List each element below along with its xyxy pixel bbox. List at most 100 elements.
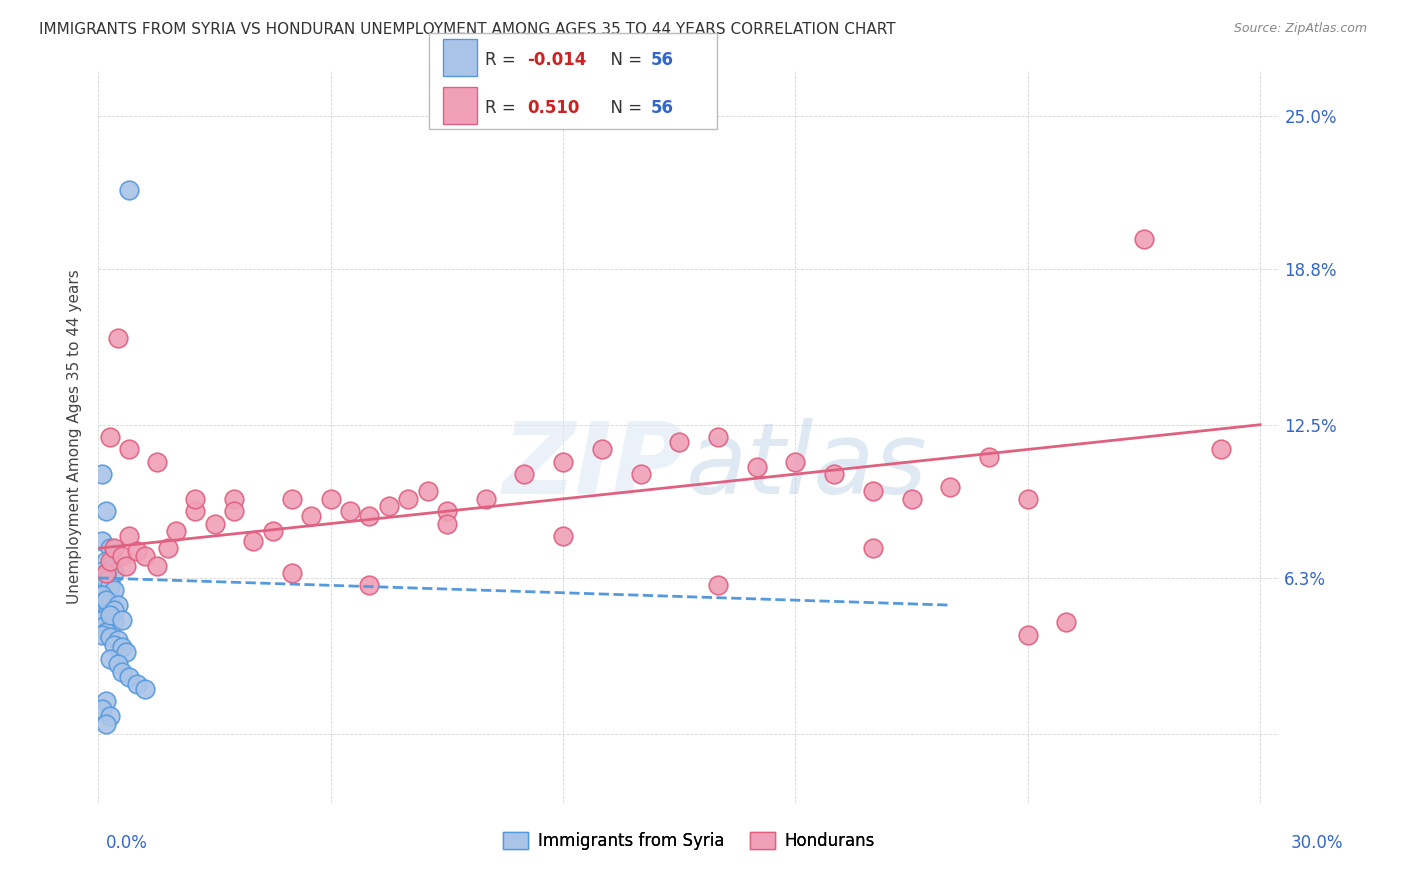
Point [98, 591, 121, 605]
Text: atlas: atlas [686, 417, 928, 515]
Text: 0.510: 0.510 [527, 99, 579, 117]
Point [299, 509, 322, 524]
Text: N =: N = [600, 51, 648, 69]
Point [1017, 628, 1039, 642]
Point [98, 610, 121, 624]
Point [513, 467, 536, 482]
Point [103, 583, 125, 598]
Text: R =: R = [485, 99, 522, 117]
Point [114, 558, 136, 573]
Point [745, 459, 768, 474]
Text: 30.0%: 30.0% [1291, 834, 1343, 852]
Point [165, 524, 187, 538]
Point [91, 606, 114, 620]
Point [118, 670, 141, 684]
Point [262, 524, 284, 538]
Text: N =: N = [600, 99, 648, 117]
Point [96, 716, 118, 731]
Point [551, 455, 574, 469]
Point [96, 593, 118, 607]
Point [96, 603, 118, 617]
Point [111, 613, 134, 627]
Point [107, 598, 129, 612]
Point [96, 566, 118, 580]
Point [98, 554, 121, 568]
Point [103, 638, 125, 652]
Point [862, 541, 884, 556]
Point [939, 479, 962, 493]
Point [127, 543, 149, 558]
Point [98, 630, 121, 644]
Point [204, 516, 226, 531]
Point [319, 491, 342, 506]
Point [96, 618, 118, 632]
Point [474, 491, 496, 506]
Point [91, 702, 114, 716]
Point [134, 549, 156, 563]
Point [118, 442, 141, 457]
Text: IMMIGRANTS FROM SYRIA VS HONDURAN UNEMPLOYMENT AMONG AGES 35 TO 44 YEARS CORRELA: IMMIGRANTS FROM SYRIA VS HONDURAN UNEMPL… [39, 22, 896, 37]
Point [96, 694, 118, 708]
Point [281, 491, 304, 506]
Point [707, 578, 730, 592]
Point [668, 435, 690, 450]
Point [91, 533, 114, 548]
Point [96, 574, 118, 588]
Point [436, 516, 458, 531]
Point [98, 430, 121, 444]
Point [98, 709, 121, 723]
Legend: Immigrants from Syria, Hondurans: Immigrants from Syria, Hondurans [496, 825, 882, 856]
Point [96, 504, 118, 518]
Point [91, 620, 114, 634]
Point [416, 484, 439, 499]
Point [111, 665, 134, 679]
Point [222, 491, 245, 506]
Point [103, 615, 125, 630]
Point [98, 578, 121, 592]
Point [96, 593, 118, 607]
Point [1211, 442, 1233, 457]
Point [134, 682, 156, 697]
Text: Source: ZipAtlas.com: Source: ZipAtlas.com [1233, 22, 1367, 36]
Point [900, 491, 922, 506]
Point [977, 450, 1000, 464]
Point [96, 554, 118, 568]
Point [96, 574, 118, 588]
Point [1133, 232, 1156, 246]
Point [157, 541, 180, 556]
Text: R =: R = [485, 51, 522, 69]
Point [91, 596, 114, 610]
Point [103, 541, 125, 556]
Point [785, 455, 807, 469]
Point [91, 588, 114, 602]
Text: 0.0%: 0.0% [105, 834, 148, 852]
Point [436, 504, 458, 518]
Point [359, 509, 381, 524]
Point [1056, 615, 1078, 630]
Point [111, 640, 134, 654]
Text: -0.014: -0.014 [527, 51, 586, 69]
Point [91, 583, 114, 598]
Point [91, 467, 114, 482]
Point [98, 600, 121, 615]
Point [707, 430, 730, 444]
Text: ZIP: ZIP [503, 417, 686, 515]
Point [630, 467, 652, 482]
Point [127, 677, 149, 691]
Point [96, 598, 118, 612]
Point [98, 652, 121, 666]
Point [98, 578, 121, 592]
Point [98, 623, 121, 637]
Point [91, 571, 114, 585]
Point [339, 504, 361, 518]
Point [862, 484, 884, 499]
Point [242, 533, 264, 548]
Point [118, 183, 141, 197]
Point [107, 632, 129, 647]
Point [378, 500, 401, 514]
Point [103, 603, 125, 617]
Point [111, 549, 134, 563]
Text: 56: 56 [651, 99, 673, 117]
Point [396, 491, 419, 506]
Point [96, 568, 118, 582]
